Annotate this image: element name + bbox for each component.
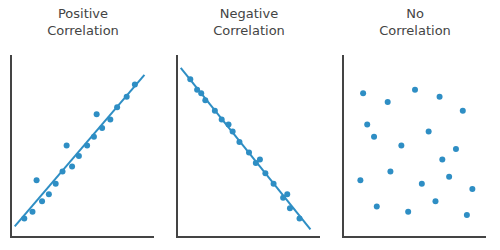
svg-text:NoCorrelation: NoCorrelation (379, 6, 451, 38)
svg-text:PositiveCorrelation: PositiveCorrelation (47, 6, 119, 38)
svg-text:NegativeCorrelation: NegativeCorrelation (213, 6, 285, 38)
